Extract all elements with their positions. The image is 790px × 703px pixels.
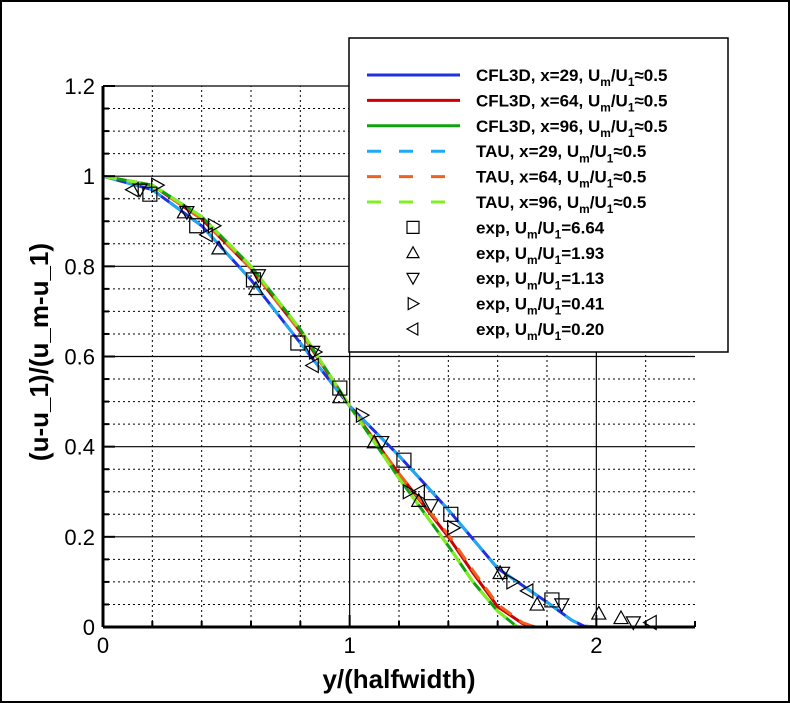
legend-entry: TAU, x=29, Um​/U1​≈0.5 <box>367 142 646 165</box>
legend-label: exp, Um​/U1​=6.64 <box>476 218 605 241</box>
legend-marker-square <box>406 220 420 234</box>
axes: 0 1 2 0 0.2 0.4 0.6 0.8 1 1.2 <box>64 74 696 658</box>
data-point-triangle-down <box>373 435 390 451</box>
legend-label: TAU, x=29, Um​/U1​≈0.5 <box>476 142 646 165</box>
y-tick-label: 0.6 <box>64 345 95 370</box>
data-point-triangle-right <box>447 519 462 536</box>
legend-entry: CFL3D, x=96, Um​/U1​≈0.5 <box>367 117 667 140</box>
data-point-square <box>332 380 348 396</box>
data-point-triangle-up <box>331 388 348 404</box>
data-point-triangle-right <box>355 407 371 424</box>
data-point-triangle-up <box>410 492 427 507</box>
legend-entry: exp, Um​/U1​=1.13 <box>405 269 604 292</box>
data-point-triangle-right <box>506 573 521 590</box>
legend-entry: CFL3D, x=29, Um​/U1​≈0.5 <box>367 66 667 89</box>
legend-marker-triangle-down <box>405 272 421 286</box>
data-point-square <box>443 506 459 522</box>
data-point-triangle-left <box>304 357 319 374</box>
data-point-triangle-left <box>198 226 213 243</box>
data-point-triangle-up <box>529 596 546 611</box>
data-point-triangle-down <box>423 499 440 514</box>
x-tick-label: 0 <box>97 633 109 658</box>
data-point-triangle-up <box>210 240 227 255</box>
legend-marker-triangle-left <box>405 321 419 337</box>
data-point-square <box>290 335 306 351</box>
data-point-triangle-down <box>250 269 267 284</box>
y-tick-label: 1 <box>83 164 95 189</box>
data-point-square <box>245 272 262 288</box>
series-line <box>102 174 519 629</box>
data-point-triangle-right <box>151 177 166 194</box>
legend-entry: exp, Um​/U1​=1.93 <box>405 244 604 267</box>
legend-label: TAU, x=64, Um​/U1​≈0.5 <box>476 168 646 191</box>
y-tick-label: 1.2 <box>64 74 95 99</box>
legend-label: CFL3D, x=64, Um​/U1​≈0.5 <box>476 91 667 114</box>
legend-entry: exp, Um​/U1​=0.41 <box>407 295 604 318</box>
data-point-triangle-up <box>247 280 264 296</box>
legend-label: TAU, x=96, Um​/U1​≈0.5 <box>476 193 646 216</box>
legend-entry: CFL3D, x=64, Um​/U1​≈0.5 <box>367 91 667 115</box>
data-point-triangle-right <box>308 343 324 361</box>
x-axis-label: y/(halfwidth) <box>322 664 475 694</box>
y-tick-label: 0.8 <box>64 254 95 279</box>
data-point-triangle-left <box>519 582 534 599</box>
legend-entry: exp, Um​/U1​=0.20 <box>405 320 604 343</box>
y-tick-label: 0.4 <box>64 435 95 460</box>
marker-points <box>124 177 657 631</box>
legend-entry: exp, Um​/U1​=6.64 <box>406 218 605 242</box>
data-point-triangle-down <box>178 206 195 221</box>
data-point-triangle-down <box>494 566 511 582</box>
legend-label: CFL3D, x=29, Um​/U1​≈0.5 <box>476 66 667 89</box>
legend-marker-triangle-right <box>407 296 421 311</box>
legend-entry: TAU, x=64, Um​/U1​≈0.5 <box>367 168 646 191</box>
data-point-triangle-right <box>402 483 418 500</box>
y-tick-label: 0.2 <box>64 525 95 550</box>
legend-entry: TAU, x=96, Um​/U1​≈0.5 <box>367 193 646 216</box>
data-point-triangle-up <box>590 605 607 620</box>
legend-label: exp, Um​/U1​=1.13 <box>476 269 604 292</box>
legend-label: exp, Um​/U1​=0.20 <box>476 320 604 343</box>
legend-label: CFL3D, x=96, Um​/U1​≈0.5 <box>476 117 667 140</box>
series-line <box>102 174 597 629</box>
data-point-triangle-down <box>131 183 149 198</box>
data-point-triangle-left <box>124 181 139 198</box>
y-tick-label: 0 <box>83 615 95 640</box>
data-point-triangle-down <box>553 598 570 613</box>
data-point-triangle-up <box>612 609 630 625</box>
data-point-triangle-up <box>492 564 509 580</box>
data-point-square <box>396 452 412 468</box>
x-tick-label: 2 <box>590 633 602 658</box>
x-tick-label: 1 <box>344 633 356 658</box>
data-point-triangle-up <box>176 203 193 219</box>
legend-label: exp, Um​/U1​=0.41 <box>476 295 604 318</box>
data-point-triangle-down <box>625 616 642 631</box>
legend-label: exp, Um​/U1​=1.93 <box>476 244 604 267</box>
data-point-triangle-left <box>410 483 425 500</box>
y-axis-label: (u-u_1)/(u_m-u_1) <box>24 243 54 461</box>
legend-marker-triangle-up <box>405 245 421 259</box>
data-point-triangle-right <box>207 217 223 234</box>
